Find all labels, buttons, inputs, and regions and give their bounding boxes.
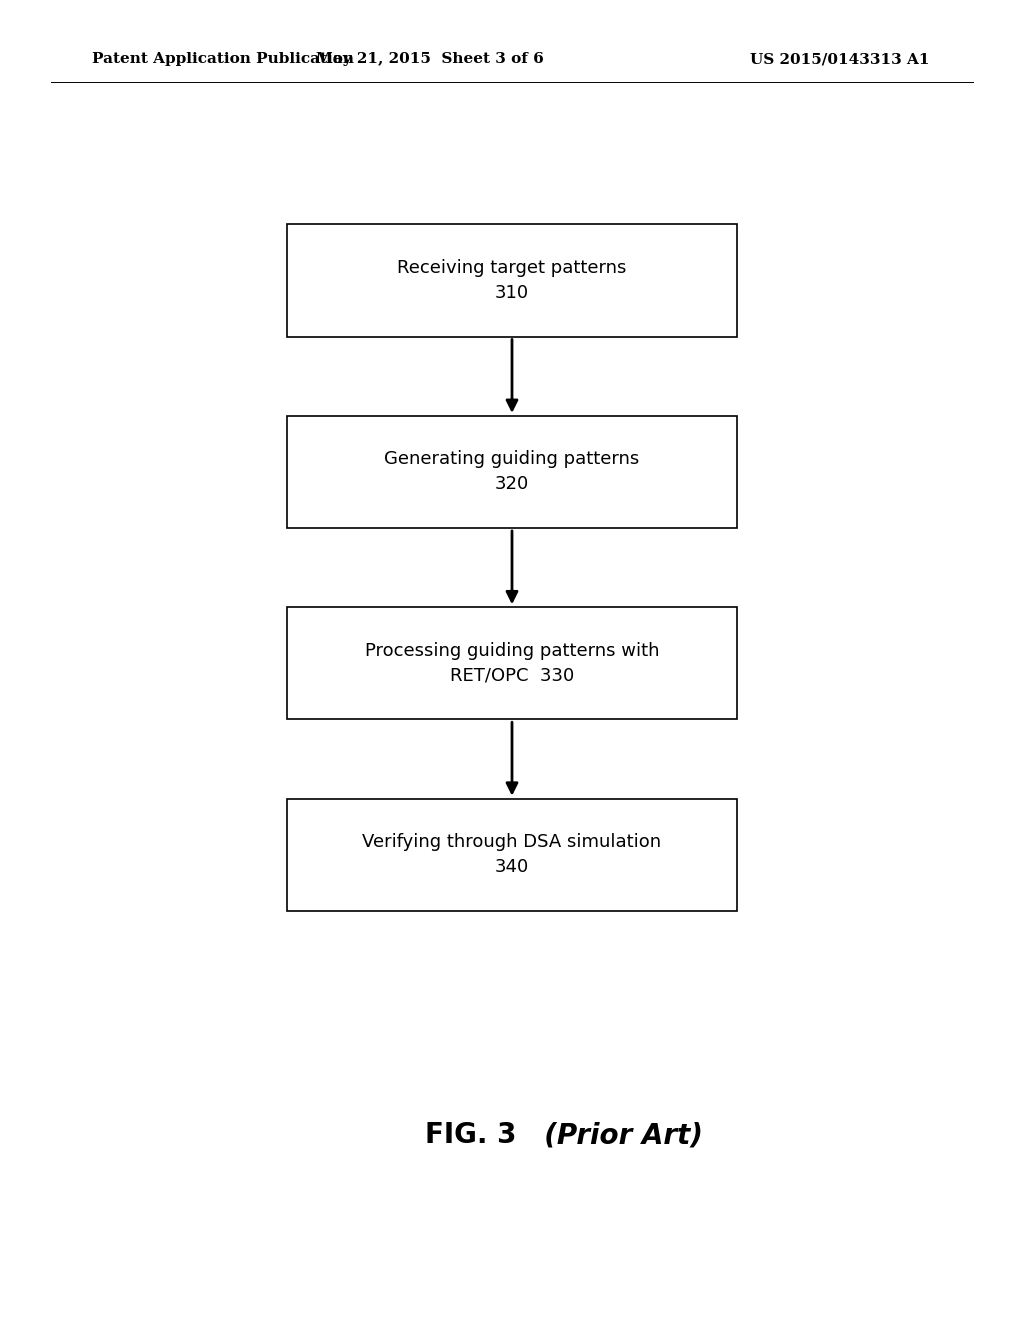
Text: Patent Application Publication: Patent Application Publication <box>92 53 354 66</box>
Text: (Prior Art): (Prior Art) <box>525 1121 703 1150</box>
Text: FIG. 3: FIG. 3 <box>425 1121 517 1150</box>
Text: US 2015/0143313 A1: US 2015/0143313 A1 <box>750 53 930 66</box>
Text: Processing guiding patterns with
RET/OPC  330: Processing guiding patterns with RET/OPC… <box>365 642 659 685</box>
Text: Verifying through DSA simulation
340: Verifying through DSA simulation 340 <box>362 833 662 876</box>
Text: Receiving target patterns
310: Receiving target patterns 310 <box>397 259 627 302</box>
FancyBboxPatch shape <box>287 416 737 528</box>
FancyBboxPatch shape <box>287 224 737 337</box>
FancyBboxPatch shape <box>287 799 737 911</box>
Text: May 21, 2015  Sheet 3 of 6: May 21, 2015 Sheet 3 of 6 <box>316 53 544 66</box>
Text: Generating guiding patterns
320: Generating guiding patterns 320 <box>384 450 640 494</box>
FancyBboxPatch shape <box>287 607 737 719</box>
